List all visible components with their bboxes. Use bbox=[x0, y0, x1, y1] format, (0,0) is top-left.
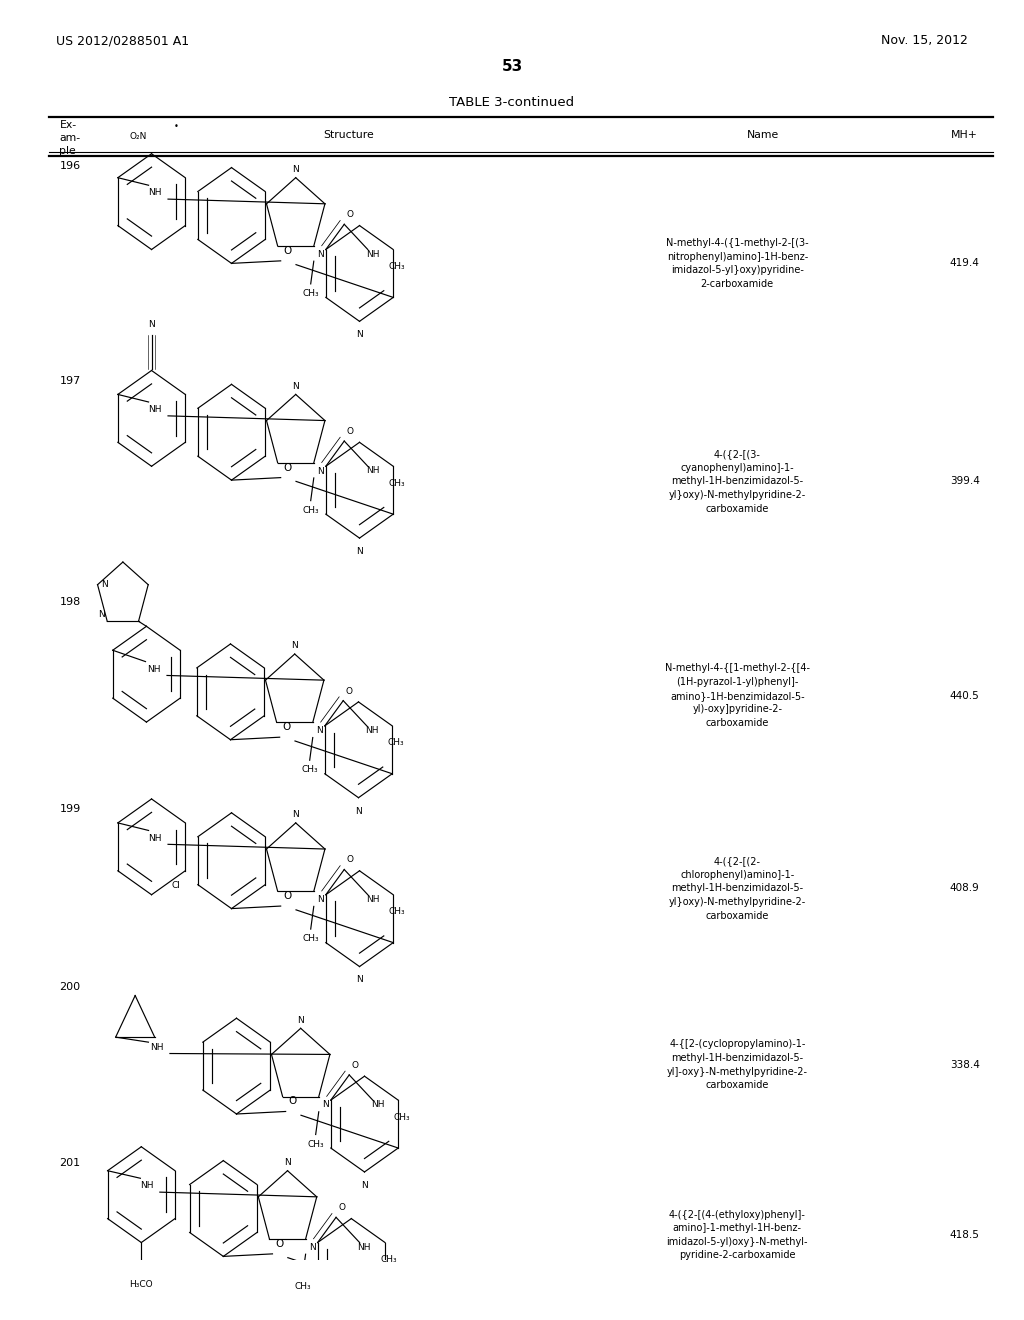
Text: CH₃: CH₃ bbox=[393, 1113, 410, 1122]
Text: NH: NH bbox=[147, 405, 162, 414]
Text: Nov. 15, 2012: Nov. 15, 2012 bbox=[881, 34, 968, 48]
Text: N: N bbox=[292, 381, 299, 391]
Text: N: N bbox=[292, 165, 299, 174]
Text: NH: NH bbox=[366, 466, 379, 475]
Text: N: N bbox=[356, 330, 362, 339]
Text: O: O bbox=[275, 1239, 284, 1249]
Text: 4-({2-[(2-
chlorophenyl)amino]-1-
methyl-1H-benzimidazol-5-
yl}oxy)-N-methylpyri: 4-({2-[(2- chlorophenyl)amino]-1- methyl… bbox=[669, 857, 806, 920]
Text: CH₃: CH₃ bbox=[302, 289, 319, 298]
Text: MH+: MH+ bbox=[951, 129, 978, 140]
Text: 196: 196 bbox=[59, 161, 81, 172]
Text: CH₃: CH₃ bbox=[380, 1255, 396, 1265]
Text: O: O bbox=[346, 210, 353, 219]
Text: O: O bbox=[284, 462, 292, 473]
Text: N: N bbox=[355, 807, 361, 816]
Text: US 2012/0288501 A1: US 2012/0288501 A1 bbox=[56, 34, 189, 48]
Text: NH: NH bbox=[139, 1181, 154, 1191]
Text: Name: Name bbox=[746, 129, 779, 140]
Text: H₃CO: H₃CO bbox=[129, 1280, 154, 1290]
Text: N: N bbox=[361, 1181, 368, 1189]
Text: N: N bbox=[284, 1158, 291, 1167]
Text: 199: 199 bbox=[59, 804, 81, 814]
Text: 408.9: 408.9 bbox=[949, 883, 980, 894]
Text: CH₃: CH₃ bbox=[294, 1282, 311, 1291]
Text: TABLE 3-continued: TABLE 3-continued bbox=[450, 96, 574, 108]
Text: N: N bbox=[316, 895, 324, 904]
Text: CH₃: CH₃ bbox=[388, 907, 404, 916]
Text: N: N bbox=[291, 642, 298, 651]
Text: N: N bbox=[315, 726, 323, 735]
Text: NH: NH bbox=[147, 189, 162, 197]
Text: N: N bbox=[292, 810, 299, 820]
Text: Ex-
am-
ple: Ex- am- ple bbox=[59, 120, 81, 156]
Text: Structure: Structure bbox=[323, 129, 374, 140]
Text: CH₃: CH₃ bbox=[302, 935, 319, 942]
Text: 4-({2-[(4-(ethyloxy)phenyl]-
amino]-1-methyl-1H-benz-
imidazol-5-yl)oxy}-N-methy: 4-({2-[(4-(ethyloxy)phenyl]- amino]-1-me… bbox=[667, 1209, 808, 1261]
Text: N: N bbox=[316, 249, 324, 259]
Text: CH₃: CH₃ bbox=[301, 766, 318, 775]
Text: O: O bbox=[351, 1061, 358, 1071]
Text: N: N bbox=[100, 581, 108, 589]
Text: N: N bbox=[308, 1243, 315, 1251]
Text: 418.5: 418.5 bbox=[949, 1230, 980, 1239]
Text: O₂N: O₂N bbox=[129, 132, 146, 141]
Text: 201: 201 bbox=[59, 1158, 81, 1168]
Text: 4-({2-[(3-
cyanophenyl)amino]-1-
methyl-1H-benzimidazol-5-
yl}oxy)-N-methylpyrid: 4-({2-[(3- cyanophenyl)amino]-1- methyl-… bbox=[669, 449, 806, 513]
Text: N-methyl-4-({1-methyl-2-[(3-
nitrophenyl)amino]-1H-benz-
imidazol-5-yl}oxy)pyrid: N-methyl-4-({1-methyl-2-[(3- nitrophenyl… bbox=[666, 238, 809, 289]
Text: O: O bbox=[283, 722, 291, 733]
Text: O: O bbox=[346, 855, 353, 865]
Text: N: N bbox=[316, 466, 324, 475]
Text: O: O bbox=[289, 1097, 297, 1106]
Text: N: N bbox=[356, 546, 362, 556]
Text: O: O bbox=[284, 891, 292, 902]
Text: NH: NH bbox=[150, 1043, 164, 1052]
Text: CH₃: CH₃ bbox=[388, 479, 404, 488]
Text: 440.5: 440.5 bbox=[949, 690, 980, 701]
Text: O: O bbox=[284, 246, 292, 256]
Text: NH: NH bbox=[357, 1242, 371, 1251]
Text: 53: 53 bbox=[502, 59, 522, 74]
Text: 399.4: 399.4 bbox=[949, 477, 980, 486]
Text: 197: 197 bbox=[59, 375, 81, 385]
Text: N: N bbox=[297, 1015, 304, 1024]
Text: N: N bbox=[322, 1101, 329, 1110]
Text: CH₃: CH₃ bbox=[307, 1139, 324, 1148]
Text: 200: 200 bbox=[59, 982, 81, 991]
Text: CH₃: CH₃ bbox=[387, 738, 403, 747]
Text: 4-{[2-(cyclopropylamino)-1-
methyl-1H-benzimidazol-5-
yl]-oxy}-N-methylpyridine-: 4-{[2-(cyclopropylamino)-1- methyl-1H-be… bbox=[667, 1039, 808, 1090]
Text: NH: NH bbox=[365, 726, 378, 735]
Text: CH₃: CH₃ bbox=[388, 263, 404, 271]
Text: CH₃: CH₃ bbox=[302, 506, 319, 515]
Text: •: • bbox=[174, 121, 179, 131]
Text: NH: NH bbox=[371, 1100, 384, 1109]
Text: NH: NH bbox=[366, 249, 379, 259]
Text: N: N bbox=[98, 610, 105, 619]
Text: O: O bbox=[338, 1204, 345, 1212]
Text: N: N bbox=[356, 975, 362, 985]
Text: NH: NH bbox=[147, 833, 162, 842]
Text: N-methyl-4-{[1-methyl-2-{[4-
(1H-pyrazol-1-yl)phenyl]-
amino}-1H-benzimidazol-5-: N-methyl-4-{[1-methyl-2-{[4- (1H-pyrazol… bbox=[665, 664, 810, 727]
Text: O: O bbox=[345, 686, 352, 696]
Text: 198: 198 bbox=[59, 598, 81, 607]
Text: NH: NH bbox=[366, 895, 379, 904]
Text: NH: NH bbox=[146, 665, 161, 673]
Text: N: N bbox=[148, 319, 155, 329]
Text: 338.4: 338.4 bbox=[949, 1060, 980, 1069]
Text: O: O bbox=[346, 428, 353, 436]
Text: 419.4: 419.4 bbox=[949, 259, 980, 268]
Text: Cl: Cl bbox=[171, 880, 180, 890]
